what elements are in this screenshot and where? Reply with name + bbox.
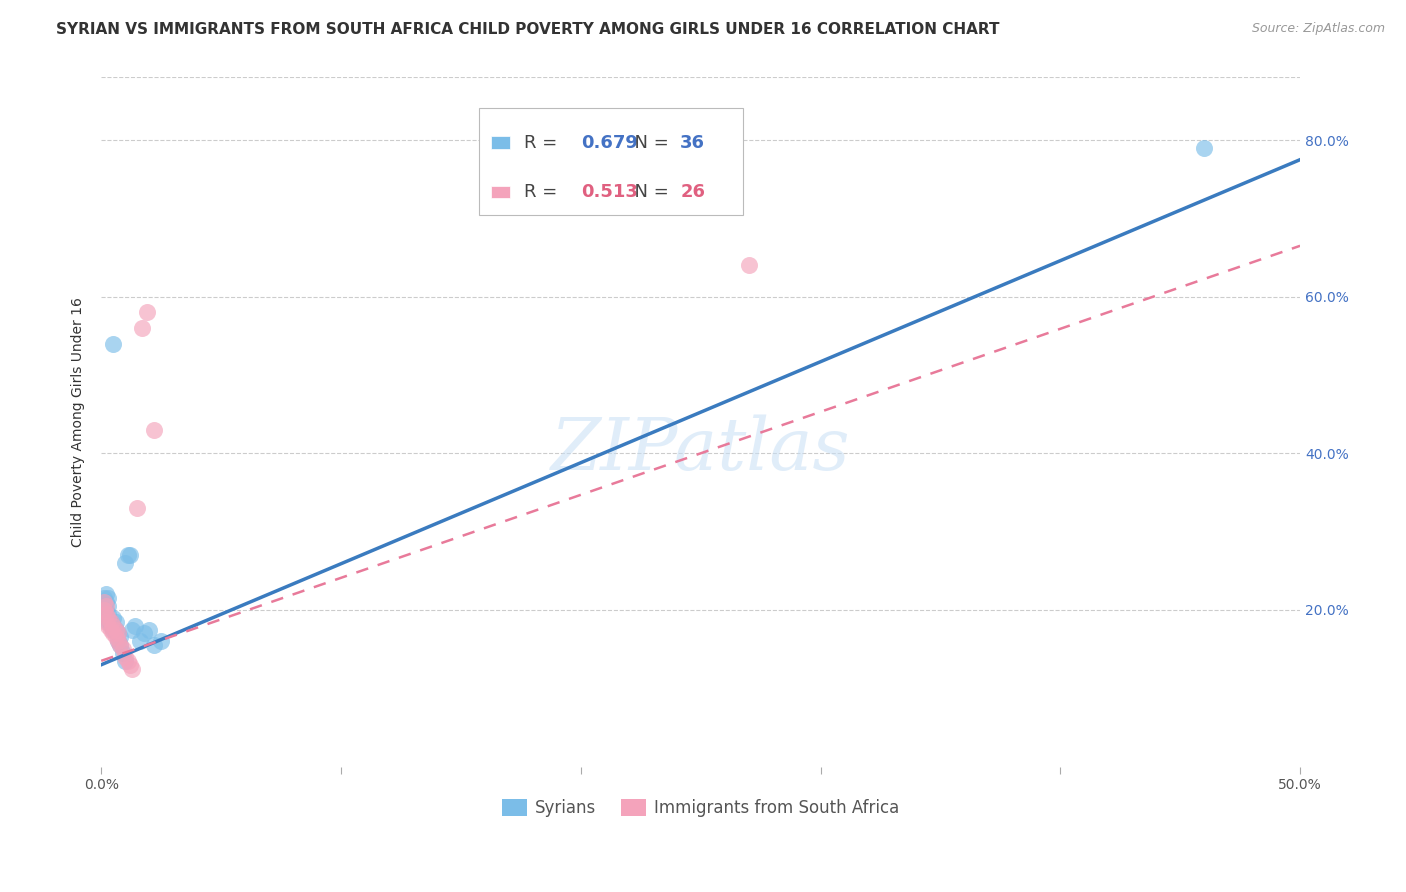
Point [111,642,134,657]
Point [114,556,136,570]
Point [97,615,120,629]
FancyBboxPatch shape [479,109,742,215]
Text: N =: N = [623,134,675,152]
Point [94,595,117,609]
Point [103,336,125,351]
Point [97,607,120,621]
Text: 36: 36 [681,134,706,152]
Point [111,646,134,660]
Point [104,623,127,637]
Point [97,591,120,606]
Point [1192,141,1215,155]
Point [103,611,125,625]
Point [127,501,149,516]
Point [143,638,166,652]
Point [94,603,117,617]
Bar [491,186,510,198]
Point [118,657,141,672]
Bar [491,136,510,149]
Point [104,631,127,645]
Y-axis label: Child Poverty Among Girls Under 16: Child Poverty Among Girls Under 16 [72,297,86,547]
Point [128,634,150,648]
Point [103,623,125,637]
Point [100,618,122,632]
Point [117,654,139,668]
Point [138,623,160,637]
Point [114,649,136,664]
Text: SYRIAN VS IMMIGRANTS FROM SOUTH AFRICA CHILD POVERTY AMONG GIRLS UNDER 16 CORREL: SYRIAN VS IMMIGRANTS FROM SOUTH AFRICA C… [56,22,1000,37]
Point [94,587,117,601]
Point [100,623,122,637]
Text: 0.679: 0.679 [581,134,638,152]
Point [107,634,129,648]
Point [121,662,143,676]
Point [103,618,125,632]
Point [93,603,115,617]
Point [114,654,136,668]
Point [104,623,127,637]
Point [121,623,143,637]
Point [97,618,120,632]
Point [107,626,129,640]
Point [103,626,125,640]
Point [135,305,157,319]
Point [93,595,115,609]
Point [131,321,153,335]
Text: ZIPatlas: ZIPatlas [551,414,851,485]
Point [94,611,117,625]
Point [93,599,115,613]
Point [737,259,759,273]
Legend: Syrians, Immigrants from South Africa: Syrians, Immigrants from South Africa [495,792,907,823]
Point [107,626,129,640]
Point [93,591,115,606]
Point [93,607,115,621]
Point [150,634,173,648]
Text: 0.513: 0.513 [581,183,638,201]
Point [134,626,156,640]
Point [118,548,141,562]
Point [100,615,122,629]
Point [103,618,125,632]
Point [97,599,120,613]
Point [94,607,117,621]
Point [110,638,132,652]
Point [104,615,127,629]
Point [107,634,129,648]
Point [94,615,117,629]
Point [117,548,139,562]
Point [110,631,132,645]
Point [94,599,117,613]
Point [143,423,166,437]
Text: Source: ZipAtlas.com: Source: ZipAtlas.com [1251,22,1385,36]
Point [97,611,120,625]
Text: N =: N = [623,183,675,201]
Point [110,638,132,652]
Text: R =: R = [524,134,564,152]
Point [100,615,122,629]
Text: R =: R = [524,183,564,201]
Point [124,618,146,632]
Text: 26: 26 [681,183,706,201]
